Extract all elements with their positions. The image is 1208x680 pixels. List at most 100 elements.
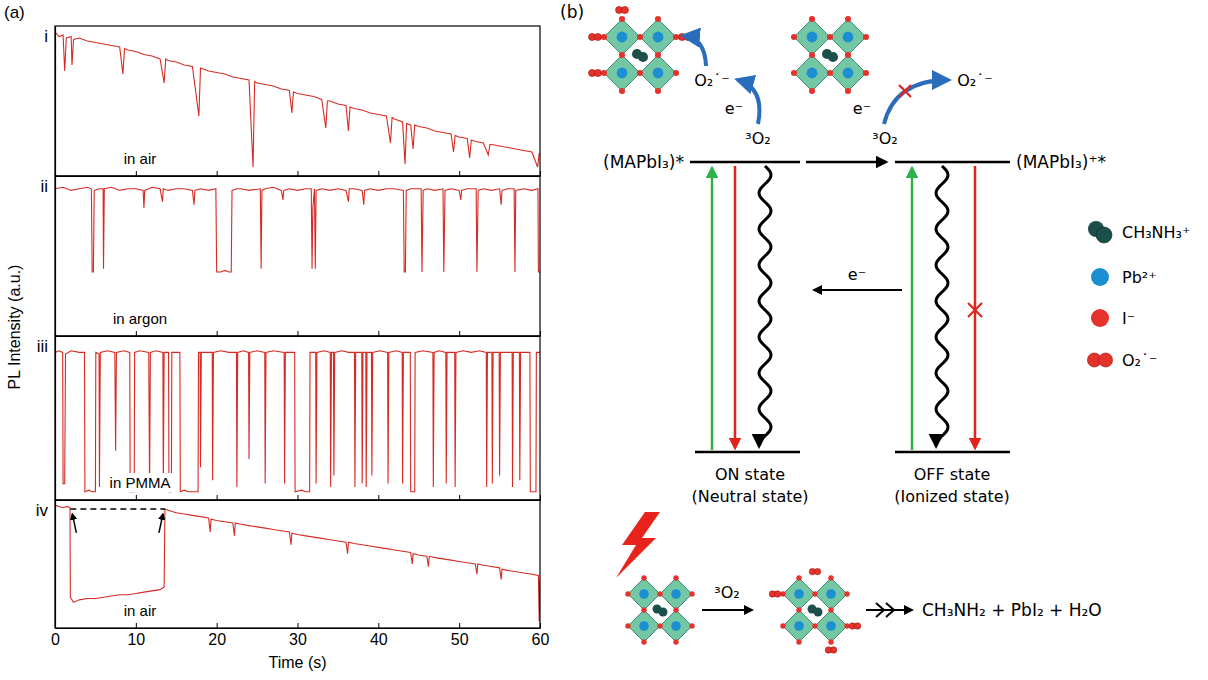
iodide-ion (601, 34, 607, 40)
lead-ion (843, 68, 854, 79)
lead-ion (639, 621, 649, 631)
energy-level (695, 451, 800, 454)
octahedron (794, 55, 830, 91)
state-label: OFF state (914, 465, 991, 484)
x-tick (459, 171, 460, 176)
arrow (866, 609, 912, 611)
panel-numeral: iv (36, 501, 49, 520)
lead-ion (671, 589, 681, 599)
superoxide-atom (621, 6, 628, 13)
species-label: e⁻ (848, 265, 866, 284)
iodide-ion (641, 607, 646, 612)
lead-ion (794, 589, 804, 599)
x-tick-mark (540, 623, 541, 628)
iodide-ion (689, 623, 694, 628)
perovskite-crystal (769, 568, 861, 653)
iodide-ion (845, 52, 851, 58)
plot-area (55, 32, 540, 167)
plot-frame (55, 336, 540, 500)
x-tick-mark (217, 623, 218, 628)
x-tick-mark (540, 331, 541, 336)
octahedron (628, 610, 660, 642)
superoxide-atom (854, 623, 860, 629)
iodide-ion (637, 70, 643, 76)
x-tick-mark (298, 171, 299, 176)
blocked-mark (899, 85, 911, 97)
label-patch (110, 309, 170, 328)
nonradiative-decay (759, 166, 771, 446)
iodide-ion (625, 623, 630, 628)
x-tick-mark (378, 331, 379, 336)
x-tick-mark (540, 495, 541, 500)
annotation: in PMMA (110, 474, 171, 491)
plot-area (55, 505, 540, 621)
iodide-ion (796, 575, 801, 580)
iodide-ion (844, 591, 849, 596)
iodide-ion (657, 591, 662, 596)
panel-numeral: ii (40, 177, 48, 196)
legend: CH₃NH₃⁺Pb²⁺I⁻O₂˙⁻ (1087, 221, 1190, 370)
legend-entry: Pb²⁺ (1122, 268, 1157, 287)
iodide-ion (657, 623, 662, 628)
iodide-ion (828, 575, 833, 580)
iodide-ion (828, 639, 833, 644)
x-tick-mark (298, 623, 299, 628)
label-patch (121, 149, 160, 168)
figure-canvas: iin airiiin argoniiiin PMMA0102030405060… (0, 0, 1208, 680)
arrow (884, 80, 948, 124)
x-tick (217, 495, 218, 500)
x-tick: 20 (208, 623, 226, 648)
arrow (886, 603, 894, 617)
iodide-ion (689, 591, 694, 596)
species-label: ³O₂ (714, 583, 739, 602)
energy-level (895, 451, 1010, 454)
iodide-ion (796, 639, 801, 644)
iodide-ion (796, 607, 801, 612)
iodide-ion (637, 34, 643, 40)
x-tick: 50 (451, 623, 469, 648)
annotation: in argon (113, 310, 167, 327)
iodide-ion (812, 591, 817, 596)
pl-trace (55, 187, 540, 272)
iodide-ion (673, 575, 678, 580)
state-label: ON state (715, 465, 785, 484)
y-axis-line (55, 27, 56, 177)
trace-panel: iiiin PMMA (37, 336, 541, 501)
perovskite-crystal (589, 6, 692, 94)
emission (974, 166, 977, 448)
panel-letter: (b) (560, 2, 584, 22)
x-tick (540, 495, 541, 500)
figure: iin airiiin argoniiiin PMMA0102030405060… (0, 0, 1208, 680)
x-axis: 0102030405060 (51, 623, 549, 648)
blocked-mark (968, 303, 982, 317)
plot-frame (55, 26, 540, 176)
plot-frame (55, 176, 540, 336)
lead-ion (807, 32, 818, 43)
x-tick-label: 50 (451, 631, 469, 648)
species-label: e⁻ (725, 99, 743, 118)
x-tick (136, 171, 137, 176)
legend-entry: O₂˙⁻ (1122, 351, 1157, 370)
lead-ion (617, 32, 628, 43)
x-tick-label: 30 (289, 631, 307, 648)
iodide-ion (863, 34, 869, 40)
x-tick: 30 (289, 623, 307, 648)
plot-frame (55, 500, 540, 628)
pl-trace (55, 32, 540, 167)
x-axis-title: Time (s) (268, 654, 326, 671)
iodide-ion (780, 623, 785, 628)
x-tick: 60 (532, 623, 550, 648)
y-axis-line (55, 337, 56, 501)
iodide-ion (809, 52, 815, 58)
excitation (711, 168, 714, 450)
x-tick-label: 10 (127, 631, 145, 648)
energy-level (690, 161, 800, 164)
iodide-ion (827, 70, 833, 76)
x-tick-mark (217, 331, 218, 336)
x-tick: 40 (370, 623, 388, 648)
x-tick-mark (217, 171, 218, 176)
x-tick (298, 495, 299, 500)
perovskite-crystal (625, 575, 694, 644)
x-tick-label: 20 (208, 631, 226, 648)
iodide-ion (863, 70, 869, 76)
